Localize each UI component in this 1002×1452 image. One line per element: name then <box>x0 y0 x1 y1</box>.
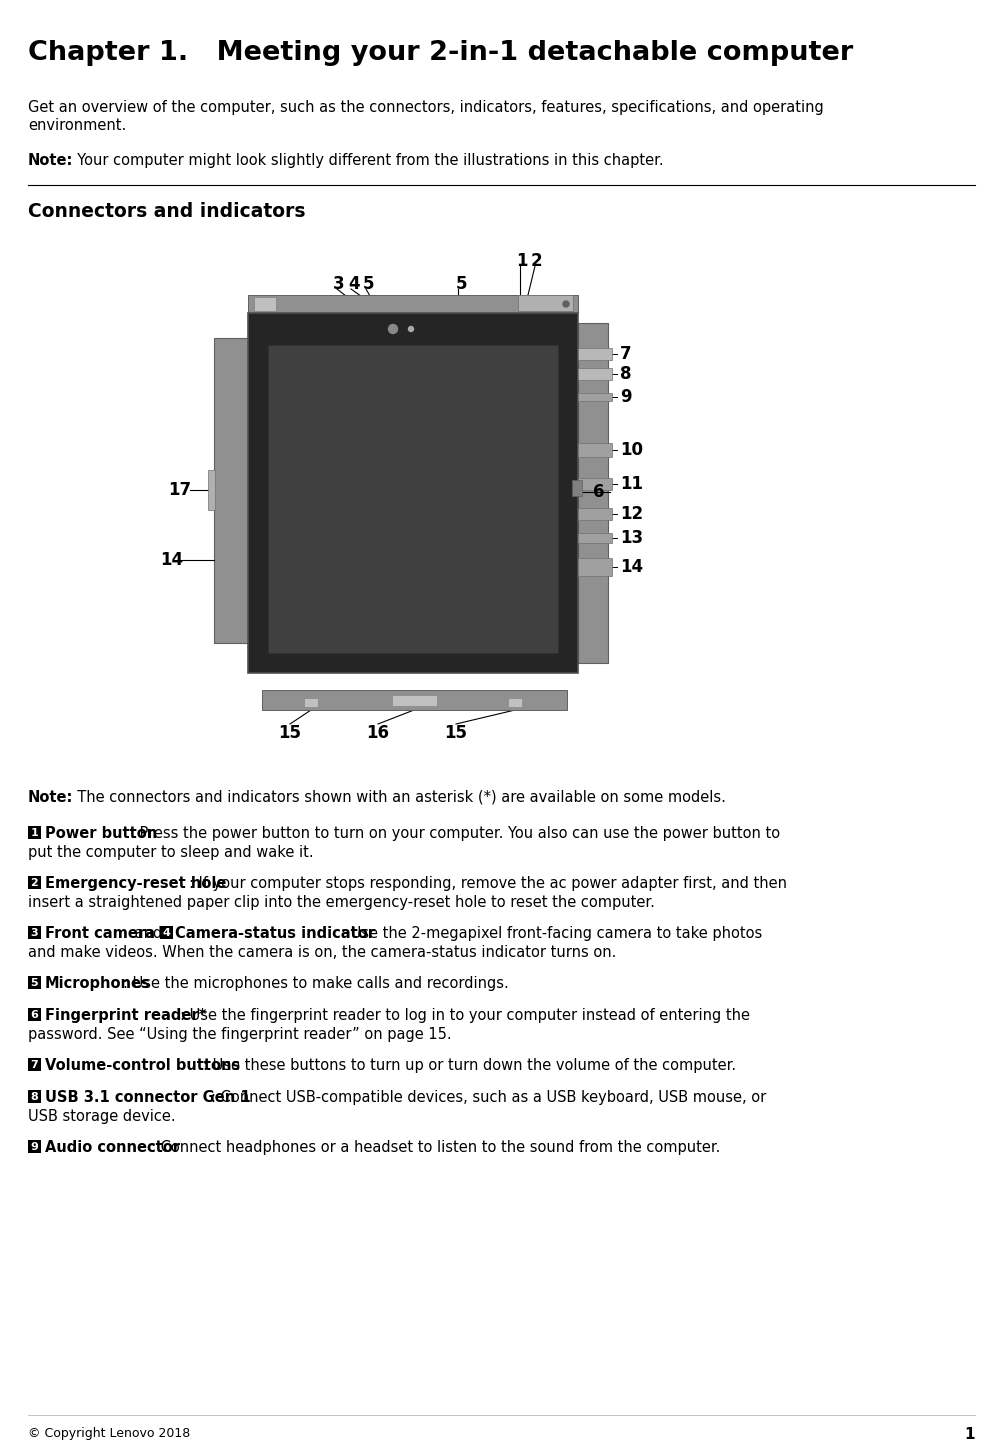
Text: 17: 17 <box>167 481 191 499</box>
Bar <box>304 698 318 707</box>
Text: 3: 3 <box>333 274 345 293</box>
Bar <box>577 393 611 401</box>
Bar <box>577 558 611 576</box>
Text: 6: 6 <box>30 1009 38 1019</box>
Text: Your computer might look slightly different from the illustrations in this chapt: Your computer might look slightly differ… <box>68 152 663 168</box>
Text: 7: 7 <box>619 346 631 363</box>
Text: © Copyright Lenovo 2018: © Copyright Lenovo 2018 <box>28 1427 190 1440</box>
Text: 2: 2 <box>530 253 542 270</box>
Bar <box>254 298 276 311</box>
Text: Note:: Note: <box>28 152 73 168</box>
Bar <box>392 696 437 706</box>
Text: 9: 9 <box>619 388 631 407</box>
Text: 4: 4 <box>162 928 170 938</box>
Text: password. See “Using the fingerprint reader” on page 15.: password. See “Using the fingerprint rea… <box>28 1027 451 1043</box>
Text: 14: 14 <box>160 550 183 569</box>
Text: and make videos. When the camera is on, the camera-status indicator turns on.: and make videos. When the camera is on, … <box>28 945 616 960</box>
Text: 13: 13 <box>619 529 642 547</box>
Bar <box>507 698 521 707</box>
Text: 14: 14 <box>619 558 642 576</box>
Text: Chapter 1.   Meeting your 2-in-1 detachable computer: Chapter 1. Meeting your 2-in-1 detachabl… <box>28 41 853 65</box>
Text: USB 3.1 connector Gen 1: USB 3.1 connector Gen 1 <box>45 1090 251 1105</box>
Text: The connectors and indicators shown with an asterisk (*) are available on some m: The connectors and indicators shown with… <box>68 790 725 804</box>
Text: 5: 5 <box>363 274 374 293</box>
Text: 8: 8 <box>619 364 631 383</box>
Text: 3: 3 <box>31 928 38 938</box>
Bar <box>213 338 247 643</box>
Text: 2: 2 <box>31 877 38 887</box>
Bar <box>28 826 41 839</box>
Text: 1: 1 <box>31 828 38 838</box>
Text: : If your computer stops responding, remove the ac power adapter first, and then: : If your computer stops responding, rem… <box>188 876 787 892</box>
Text: Camera-status indicator: Camera-status indicator <box>175 926 375 941</box>
Bar <box>247 314 577 672</box>
Text: 4: 4 <box>348 274 360 293</box>
Text: Power button: Power button <box>45 826 157 841</box>
Text: 1: 1 <box>515 253 527 270</box>
Text: insert a straightened paper clip into the emergency-reset hole to reset the comp: insert a straightened paper clip into th… <box>28 894 654 910</box>
Circle shape <box>562 301 568 306</box>
Bar <box>28 1059 41 1072</box>
Text: : Press the power button to turn on your computer. You also can use the power bu: : Press the power button to turn on your… <box>130 826 780 841</box>
Text: 7: 7 <box>31 1060 38 1070</box>
Text: Connectors and indicators: Connectors and indicators <box>28 202 306 221</box>
Text: 9: 9 <box>30 1141 38 1151</box>
Text: 12: 12 <box>619 505 642 523</box>
Text: 16: 16 <box>366 725 389 742</box>
Bar <box>577 322 607 664</box>
Bar <box>262 690 566 710</box>
Bar <box>577 348 611 360</box>
Circle shape <box>388 324 397 334</box>
Text: 8: 8 <box>31 1092 38 1102</box>
Text: 6: 6 <box>592 484 604 501</box>
Text: : Connect headphones or a headset to listen to the sound from the computer.: : Connect headphones or a headset to lis… <box>151 1140 720 1154</box>
Bar <box>28 1140 41 1153</box>
Text: : Use the fingerprint reader to log in to your computer instead of entering the: : Use the fingerprint reader to log in t… <box>179 1008 749 1024</box>
Text: Note:: Note: <box>28 790 73 804</box>
Text: and: and <box>130 926 167 941</box>
Text: Volume-control buttons: Volume-control buttons <box>45 1059 240 1073</box>
Text: 10: 10 <box>619 441 642 459</box>
Bar <box>571 481 581 497</box>
Bar <box>247 295 577 314</box>
Text: Microphones: Microphones <box>45 976 150 992</box>
Bar <box>577 508 611 520</box>
Text: USB storage device.: USB storage device. <box>28 1109 175 1124</box>
Text: : Use the microphones to make calls and recordings.: : Use the microphones to make calls and … <box>123 976 508 992</box>
Bar <box>577 478 611 489</box>
Text: Emergency-reset hole: Emergency-reset hole <box>45 876 226 892</box>
Text: : Connect USB-compatible devices, such as a USB keyboard, USB mouse, or: : Connect USB-compatible devices, such a… <box>210 1090 766 1105</box>
Bar <box>28 926 41 939</box>
Text: : Use these buttons to turn up or turn down the volume of the computer.: : Use these buttons to turn up or turn d… <box>203 1059 735 1073</box>
Bar <box>160 926 173 939</box>
Bar <box>28 876 41 889</box>
Bar <box>207 470 214 510</box>
Circle shape <box>408 327 413 331</box>
Text: 5: 5 <box>456 274 467 293</box>
Text: 15: 15 <box>444 725 467 742</box>
Text: 15: 15 <box>279 725 302 742</box>
Text: environment.: environment. <box>28 118 126 134</box>
Text: Front camera: Front camera <box>45 926 155 941</box>
Text: 11: 11 <box>619 475 642 494</box>
Text: put the computer to sleep and wake it.: put the computer to sleep and wake it. <box>28 845 314 860</box>
Bar <box>28 1090 41 1104</box>
Bar <box>28 1008 41 1021</box>
Bar <box>28 976 41 989</box>
Text: 5: 5 <box>31 977 38 987</box>
Bar <box>517 295 572 311</box>
Bar <box>577 367 611 380</box>
Text: : Use the 2-megapixel front-facing camera to take photos: : Use the 2-megapixel front-facing camer… <box>341 926 762 941</box>
Bar <box>577 533 611 543</box>
Text: Audio connector: Audio connector <box>45 1140 179 1154</box>
Bar <box>577 443 611 457</box>
Text: 1: 1 <box>964 1427 974 1442</box>
Bar <box>268 346 557 653</box>
Text: Get an overview of the computer, such as the connectors, indicators, features, s: Get an overview of the computer, such as… <box>28 100 823 115</box>
Text: Fingerprint reader*: Fingerprint reader* <box>45 1008 206 1024</box>
